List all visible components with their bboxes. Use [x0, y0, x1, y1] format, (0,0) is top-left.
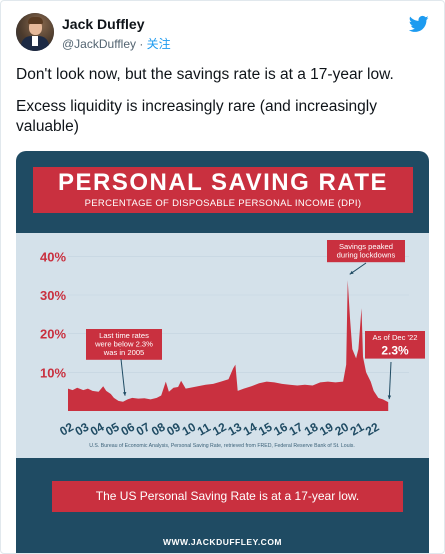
x-tick-label: 18: [302, 420, 321, 439]
x-tick-label: 11: [195, 420, 213, 439]
website-label: WWW.JACKDUFFLEY.COM: [162, 537, 283, 547]
x-tick-label: 08: [149, 420, 168, 439]
x-tick-label: 22: [363, 420, 382, 439]
annotation-peak-label: Savings peaked: [339, 242, 393, 251]
annotation-latest-arrow: [388, 361, 392, 400]
annotation-latest-box: [365, 331, 425, 359]
y-tick-label: 10%: [40, 365, 66, 380]
x-tick-label: 20: [332, 420, 351, 439]
saving-rate-chart: 10% 20% 30% 40% 0203040506070809101112131415…: [40, 240, 425, 449]
x-tick-label: 05: [103, 420, 122, 439]
x-tick-label: 03: [73, 420, 92, 439]
callout-banner: The US Personal Saving Rate is at a 17-y…: [52, 481, 403, 512]
x-tick-label: 21: [348, 420, 367, 439]
author-handle-line: @JackDuffley · 关注: [62, 35, 171, 52]
x-tick-label: 07: [134, 420, 153, 439]
annotation-latest-value-label: 2.3%: [381, 344, 409, 358]
x-tick-label: 12: [210, 420, 229, 439]
y-tick-label: 40%: [40, 249, 66, 264]
x-tick-label: 09: [164, 420, 183, 439]
tweet-line-2: Excess liquidity is increasingly rare (a…: [16, 98, 377, 135]
x-tick-label: 10: [180, 420, 199, 439]
x-tick-label: 02: [57, 420, 76, 439]
x-tick-label: 16: [271, 420, 290, 439]
x-tick-label: 04: [88, 420, 107, 439]
tweet-media-image[interactable]: PERSONAL SAVING RATE PERCENTAGE OF DISPO…: [16, 151, 429, 553]
annotation-peak-box: [327, 240, 405, 263]
avatar[interactable]: [16, 13, 54, 51]
y-tick-label: 30%: [40, 288, 66, 303]
annotation-latest-label: As of Dec '22: [373, 333, 418, 342]
x-tick-label: 15: [256, 420, 275, 439]
x-tick-label: 14: [241, 420, 260, 439]
follow-link[interactable]: 关注: [146, 37, 171, 51]
annotation-2005-label: was in 2005: [103, 348, 145, 357]
annotation-2005-label: were below 2.3%: [94, 340, 153, 349]
chart-title-banner: PERSONAL SAVING RATE PERCENTAGE OF DISPO…: [33, 167, 413, 213]
x-tick-label: 19: [317, 420, 336, 439]
chart-panel: 10% 20% 30% 40% 02 03 04 05 06 07 08 09 10 11 12 13 14 15…: [16, 233, 429, 458]
chart-subtitle: PERCENTAGE OF DISPOSABLE PERSONAL INCOME…: [84, 198, 362, 209]
annotation-peak-label: during lockdowns: [337, 251, 396, 260]
annotation-2005-arrowhead: [122, 391, 127, 396]
source-note: U.S. Bureau of Economic Analysis, Person…: [89, 443, 355, 449]
twitter-bird-icon[interactable]: [408, 14, 430, 34]
annotation-2005-box: [86, 329, 162, 360]
y-tick-label: 20%: [40, 327, 66, 342]
author-handle[interactable]: @JackDuffley: [62, 37, 136, 51]
x-tick-label: 17: [287, 420, 306, 439]
annotation-2005-label: Last time rates: [99, 331, 149, 340]
x-tick-label: 06: [118, 420, 137, 439]
tweet-text: Don't look now, but the savings rate is …: [16, 65, 426, 149]
annotation-peak-arrowhead: [349, 270, 354, 275]
tweet-line-1: Don't look now, but the savings rate is …: [16, 66, 394, 83]
annotation-2005-arrow: [120, 358, 126, 396]
x-tick-label: 13: [225, 420, 244, 439]
author-name[interactable]: Jack Duffley: [62, 16, 145, 32]
saving-rate-area: [68, 280, 389, 411]
separator: ·: [136, 37, 147, 51]
annotation-latest-arrowhead: [387, 395, 392, 400]
chart-title: PERSONAL SAVING RATE: [57, 169, 389, 196]
